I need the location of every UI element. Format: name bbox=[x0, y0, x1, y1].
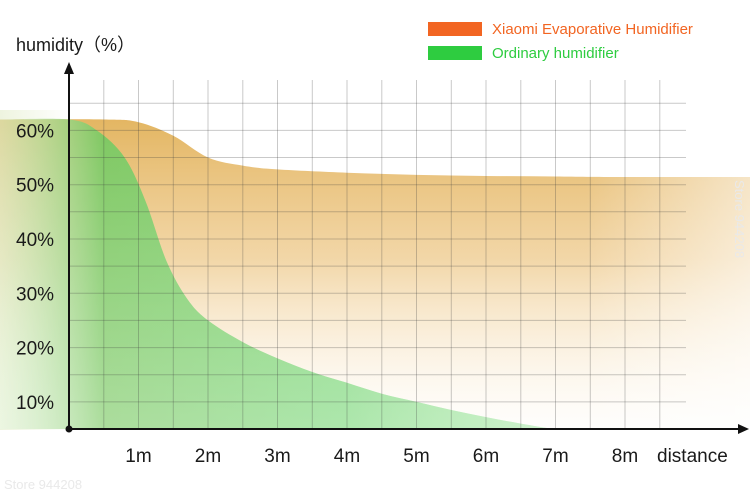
tick-labels: 1m 2m 3m 4m 5m 6m 7m 8m 10% 20% 30% 40% 50% 60% bbox=[16, 121, 638, 467]
y-tick-label: 20% bbox=[16, 339, 54, 360]
legend-swatch-ordinary-humidifier bbox=[428, 46, 482, 60]
x-axis-title: distance bbox=[657, 446, 728, 467]
x-tick-label: 5m bbox=[403, 446, 429, 467]
y-tick-label: 40% bbox=[16, 230, 54, 251]
watermark-bottom-left: Store 944208 bbox=[4, 477, 82, 492]
x-tick-label: 2m bbox=[195, 446, 221, 467]
x-tick-label: 7m bbox=[542, 446, 568, 467]
grid-lines bbox=[69, 80, 686, 429]
plot-areas bbox=[0, 118, 750, 430]
y-axis-title: humidity（%） bbox=[16, 35, 135, 55]
legend-label-xiaomi-evaporative-humidifier: Xiaomi Evaporative Humidifier bbox=[492, 21, 693, 38]
y-tick-label: 60% bbox=[16, 121, 54, 142]
x-tick-label: 8m bbox=[612, 446, 638, 467]
y-tick-label: 50% bbox=[16, 176, 54, 197]
watermark-right: Store 944208 bbox=[732, 180, 747, 258]
origin-dot bbox=[65, 425, 73, 433]
x-tick-label: 1m bbox=[125, 446, 151, 467]
x-tick-label: 6m bbox=[473, 446, 499, 467]
x-tick-label: 3m bbox=[264, 446, 290, 467]
legend: Xiaomi Evaporative Humidifier Ordinary hu… bbox=[428, 21, 693, 62]
y-tick-label: 10% bbox=[16, 393, 54, 414]
legend-swatch-xiaomi-evaporative-humidifier bbox=[428, 22, 482, 36]
legend-label-ordinary-humidifier: Ordinary humidifier bbox=[492, 45, 619, 62]
x-tick-label: 4m bbox=[334, 446, 360, 467]
x-axis-arrow bbox=[738, 424, 749, 434]
area-shade-ordinary-humidifier bbox=[0, 118, 577, 430]
axes bbox=[64, 62, 749, 434]
y-tick-label: 30% bbox=[16, 284, 54, 305]
y-axis-arrow bbox=[64, 62, 74, 74]
